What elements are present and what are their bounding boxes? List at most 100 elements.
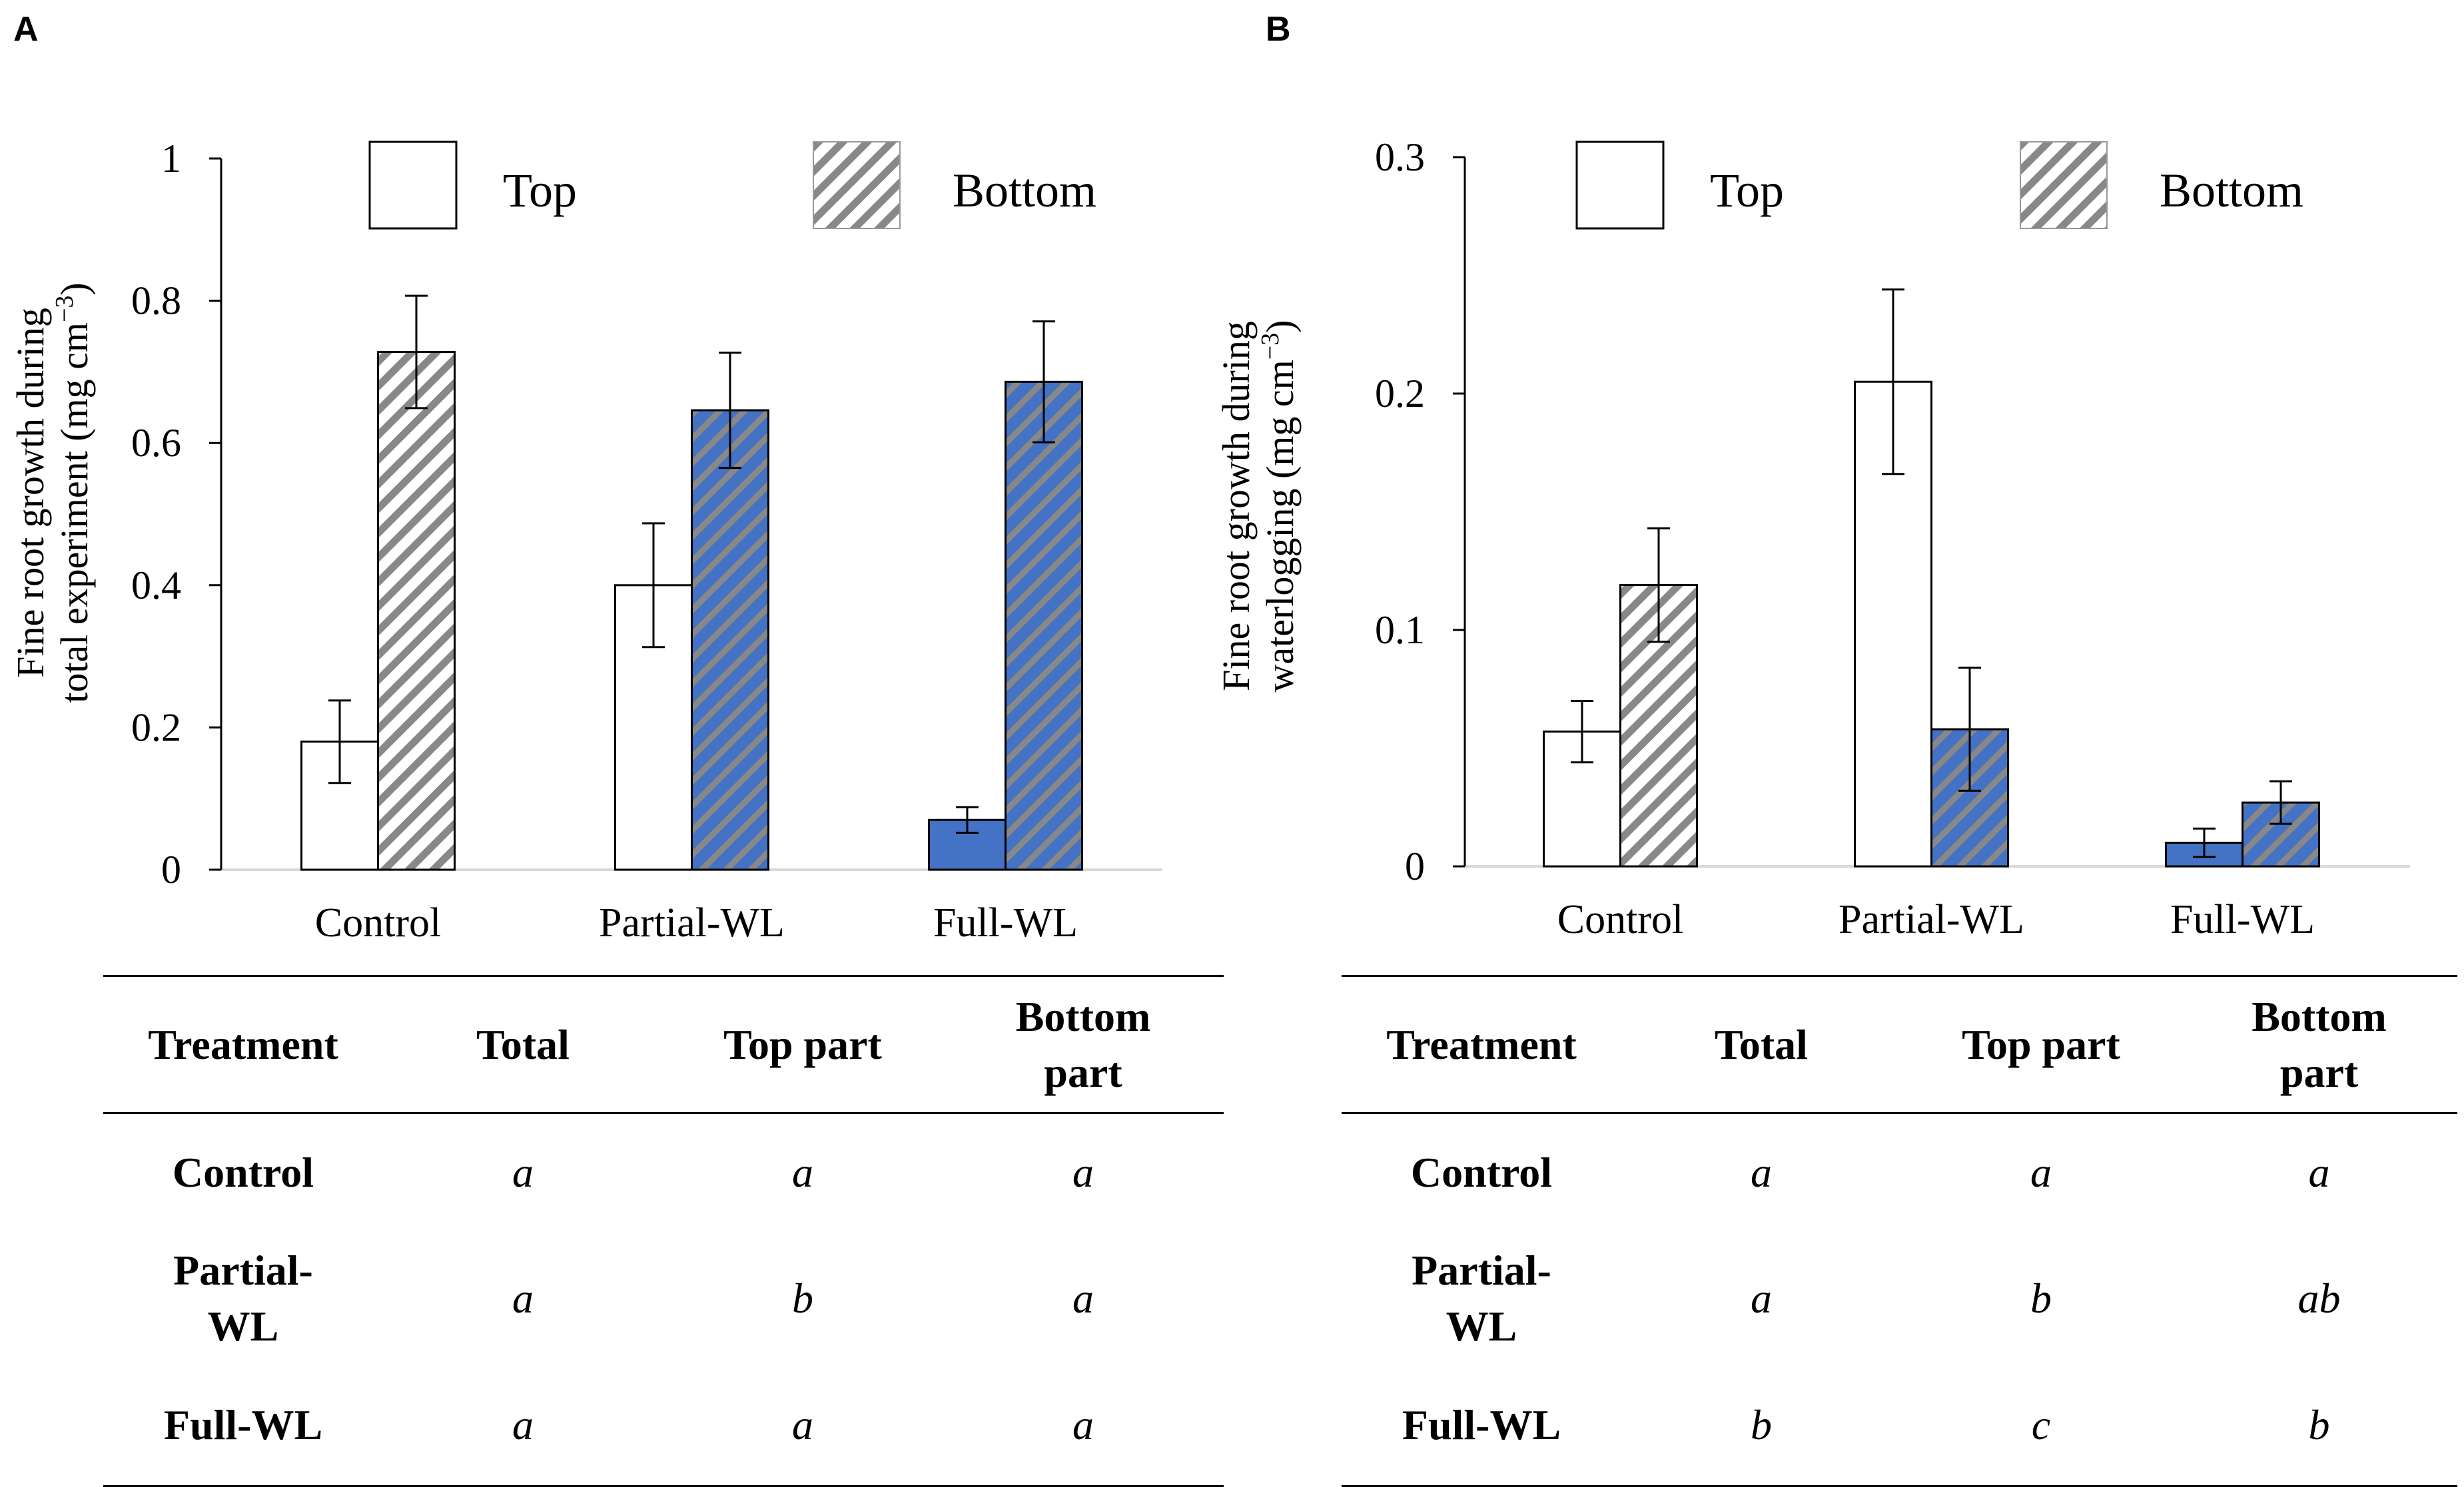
x-tick-label: Control — [1557, 897, 1683, 942]
panel-label-a: A — [13, 10, 39, 49]
y-axis-label-line1: Fine root growth during — [1214, 321, 1258, 691]
y-tick-label: 0.3 — [1375, 135, 1425, 179]
cell-total: b — [1751, 1400, 1772, 1448]
y-tick-label: 1 — [161, 137, 181, 180]
chart-b: Fine root growth during waterlogging (mg… — [1214, 135, 2410, 942]
y-tick-label: 0.4 — [131, 563, 181, 607]
cell-bottom: a — [1072, 1274, 1094, 1322]
legend-swatch-top — [368, 141, 458, 230]
chart-a: Fine root growth during total experiment… — [9, 137, 1162, 946]
cell-total: a — [512, 1149, 534, 1197]
y-axis-label-line1: Fine root growth during — [9, 308, 52, 678]
cell-total: a — [1751, 1274, 1772, 1322]
cell-bottom: ab — [2297, 1274, 2341, 1322]
x-tick-label: Partial-WL — [1839, 897, 2024, 942]
cell-top: a — [2030, 1149, 2052, 1197]
row-treatment-line2: WL — [1445, 1302, 1517, 1350]
error-bar — [2269, 780, 2292, 825]
error-bar — [1882, 288, 1904, 475]
error-bar — [1958, 667, 1981, 792]
legend: Top Bottom — [1575, 141, 2303, 230]
y-axis-label: Fine root growth during total experiment… — [9, 282, 96, 703]
x-tick-label: Control — [315, 900, 441, 946]
legend-swatch-bottom — [2020, 141, 2108, 229]
svg-text:total experiment (mg cm−3): total experiment (mg cm−3) — [51, 282, 96, 703]
svg-text:Fine root growth during: Fine root growth during — [9, 308, 52, 678]
y-axis-label-close: ) — [53, 282, 96, 295]
y-axis-label-close: ) — [1258, 320, 1302, 332]
legend-label-bottom: Bottom — [953, 164, 1096, 217]
x-tick-label: Full-WL — [933, 900, 1078, 946]
bar-bottom — [1005, 380, 1083, 871]
y-tick-label: 0.8 — [131, 279, 181, 323]
y-tick-label: 0.2 — [1375, 372, 1425, 416]
panel-label-b: B — [1266, 10, 1291, 49]
x-tick-label: Full-WL — [2170, 897, 2315, 942]
legend-label-top: Top — [1710, 164, 1784, 217]
row-treatment: Partial- WL — [103, 1232, 383, 1365]
header-treatment: Treatment — [148, 1020, 338, 1068]
row-treatment: Full-WL — [1402, 1400, 1561, 1448]
header-total: Total — [476, 1020, 570, 1068]
cell-top: b — [792, 1274, 813, 1322]
x-tick-label: Partial-WL — [599, 900, 785, 946]
row-treatment-line1: Partial- — [173, 1246, 313, 1294]
bar-bottom — [691, 409, 769, 871]
cell-bottom: a — [2308, 1149, 2330, 1197]
error-bar — [1647, 527, 1670, 643]
cell-bottom: b — [2308, 1400, 2330, 1448]
table-row: Control a a a — [103, 1113, 1224, 1232]
svg-text:Fine root growth during: Fine root growth during — [1214, 321, 1258, 691]
y-tick-label: 0 — [1405, 844, 1425, 888]
significance-table-a: Treatment Total Top part Bottom part Cont… — [103, 975, 1224, 1487]
row-treatment: Partial- WL — [1342, 1232, 1621, 1365]
cell-top: a — [792, 1400, 813, 1448]
table-row: Control a a a — [1342, 1113, 2457, 1232]
row-treatment-line1: Partial- — [1412, 1246, 1551, 1294]
cell-total: a — [1751, 1149, 1772, 1197]
y-tick-label: 0.6 — [131, 421, 181, 465]
y-tick-label: 0 — [161, 848, 181, 892]
table-row: Full-WL b c b — [1342, 1365, 2457, 1486]
y-axis-label: Fine root growth during waterlogging (mg… — [1214, 320, 1302, 692]
legend-swatch-top — [1575, 141, 1665, 230]
row-treatment: Control — [172, 1149, 314, 1197]
table-row: Full-WL a a a — [103, 1365, 1224, 1486]
header-total: Total — [1715, 1020, 1808, 1068]
y-tick-label: 0.1 — [1375, 608, 1425, 652]
y-axis-label-sup: −3 — [51, 296, 79, 322]
error-bar — [642, 522, 665, 649]
row-treatment-line2: WL — [207, 1302, 279, 1350]
error-bar — [405, 294, 428, 410]
error-bar — [1571, 700, 1593, 764]
significance-table-b: Treatment Total Top part Bottom part Cont… — [1342, 975, 2457, 1487]
header-top-part: Top part — [1962, 1020, 2120, 1068]
y-axis-label-sup: −3 — [1256, 333, 1284, 360]
error-bar — [1032, 320, 1055, 444]
table-header-row: Treatment Total Top part Bottom part — [1342, 976, 2457, 1113]
header-bottom-line2: part — [2279, 1048, 2359, 1096]
table-row: Partial- WL a b a — [103, 1232, 1224, 1365]
header-top-part: Top part — [723, 1020, 882, 1068]
legend: Top Bottom — [368, 141, 1096, 230]
cell-top: b — [2030, 1274, 2052, 1322]
error-bar — [956, 806, 979, 834]
cell-bottom: a — [1072, 1149, 1094, 1197]
error-bar — [2193, 827, 2216, 858]
header-bottom-line1: Bottom — [1015, 992, 1151, 1040]
header-bottom-part: Bottom part — [943, 976, 1224, 1113]
cell-top: c — [2031, 1400, 2051, 1448]
cell-total: a — [512, 1274, 534, 1322]
legend-label-top: Top — [503, 164, 577, 217]
cell-top: a — [792, 1149, 813, 1197]
row-treatment: Control — [1410, 1149, 1553, 1197]
header-bottom-part: Bottom part — [2181, 976, 2457, 1113]
header-bottom-line2: part — [1044, 1048, 1122, 1096]
table-header-row: Treatment Total Top part Bottom part — [103, 976, 1224, 1113]
header-bottom-line1: Bottom — [2252, 992, 2387, 1040]
cell-bottom: a — [1072, 1400, 1094, 1448]
y-axis-label-line2: total experiment (mg cm — [53, 322, 96, 703]
table-row: Partial- WL a b ab — [1342, 1232, 2457, 1365]
row-treatment: Full-WL — [163, 1400, 323, 1448]
y-tick-label: 0.2 — [131, 705, 181, 749]
